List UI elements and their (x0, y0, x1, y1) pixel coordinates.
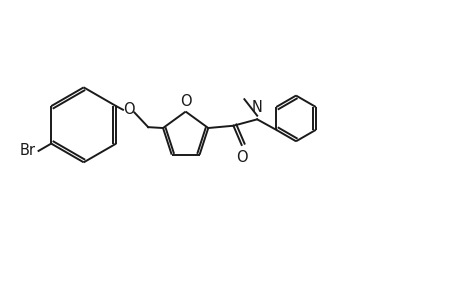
Text: Br: Br (19, 143, 35, 158)
Text: O: O (123, 102, 134, 117)
Text: O: O (179, 94, 191, 109)
Text: N: N (251, 100, 262, 115)
Text: O: O (236, 149, 247, 164)
